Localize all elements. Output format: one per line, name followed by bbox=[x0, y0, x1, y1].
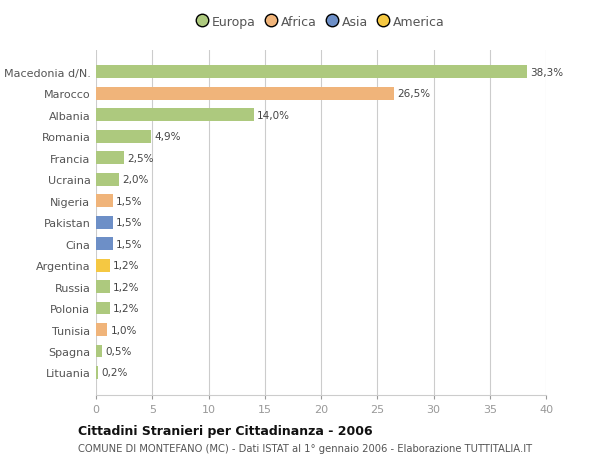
Text: 1,2%: 1,2% bbox=[113, 282, 139, 292]
Bar bbox=[96, 130, 151, 143]
Bar bbox=[96, 109, 254, 122]
Text: 1,5%: 1,5% bbox=[116, 239, 143, 249]
Text: 1,5%: 1,5% bbox=[116, 196, 143, 206]
Text: 2,5%: 2,5% bbox=[128, 153, 154, 163]
Text: Cittadini Stranieri per Cittadinanza - 2006: Cittadini Stranieri per Cittadinanza - 2… bbox=[78, 424, 373, 437]
Bar bbox=[96, 216, 113, 229]
Text: 1,2%: 1,2% bbox=[113, 261, 139, 270]
Text: 0,2%: 0,2% bbox=[101, 368, 128, 378]
Bar bbox=[96, 195, 113, 207]
Bar bbox=[96, 152, 124, 165]
Text: 1,0%: 1,0% bbox=[110, 325, 137, 335]
Text: 38,3%: 38,3% bbox=[530, 67, 563, 78]
Bar bbox=[96, 259, 110, 272]
Text: 14,0%: 14,0% bbox=[257, 111, 290, 120]
Bar bbox=[96, 345, 101, 358]
Text: 1,5%: 1,5% bbox=[116, 218, 143, 228]
Text: 26,5%: 26,5% bbox=[398, 89, 431, 99]
Bar bbox=[96, 280, 110, 293]
Text: 0,5%: 0,5% bbox=[105, 346, 131, 356]
Bar bbox=[96, 174, 119, 186]
Bar bbox=[96, 238, 113, 251]
Bar bbox=[96, 302, 110, 315]
Bar bbox=[96, 323, 107, 336]
Text: 4,9%: 4,9% bbox=[155, 132, 181, 142]
Legend: Europa, Africa, Asia, America: Europa, Africa, Asia, America bbox=[193, 12, 449, 33]
Bar bbox=[96, 88, 394, 101]
Text: COMUNE DI MONTEFANO (MC) - Dati ISTAT al 1° gennaio 2006 - Elaborazione TUTTITAL: COMUNE DI MONTEFANO (MC) - Dati ISTAT al… bbox=[78, 443, 532, 453]
Bar bbox=[96, 366, 98, 379]
Bar bbox=[96, 66, 527, 79]
Text: 1,2%: 1,2% bbox=[113, 303, 139, 313]
Text: 2,0%: 2,0% bbox=[122, 175, 148, 185]
